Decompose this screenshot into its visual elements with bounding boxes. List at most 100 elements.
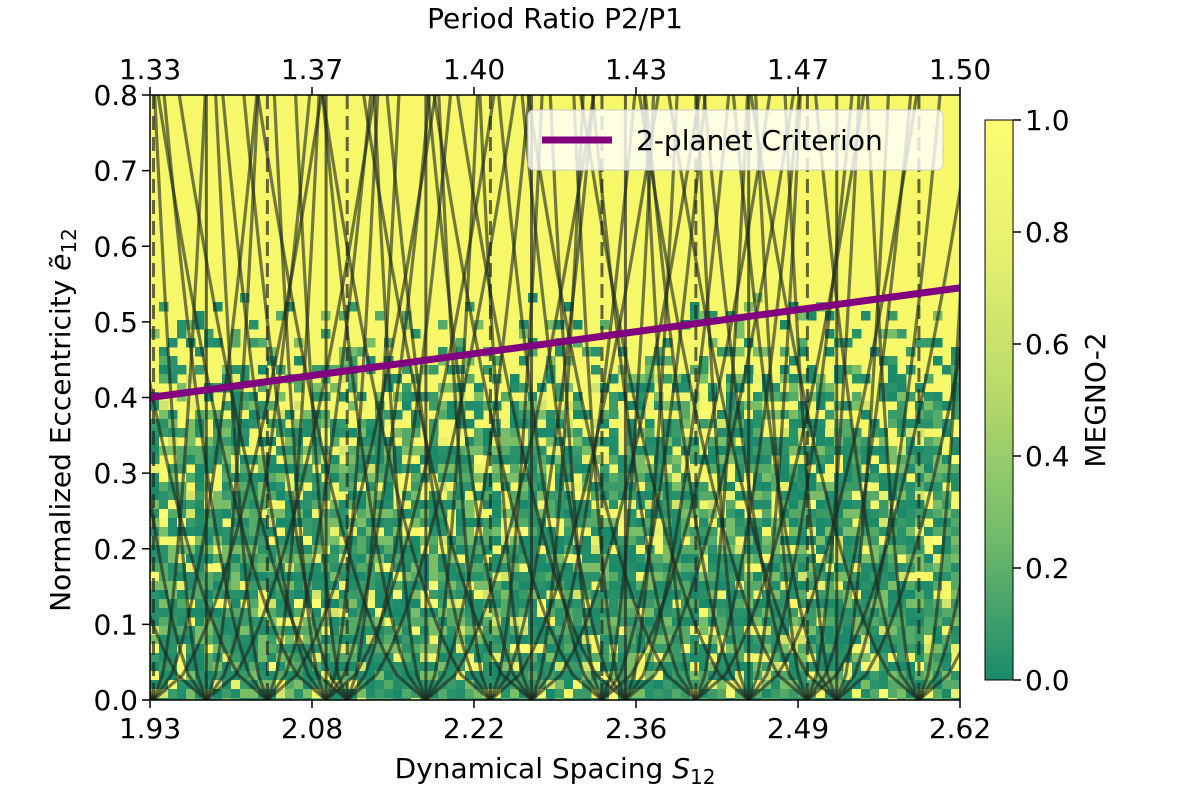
- heatmap-cell: [942, 437, 952, 447]
- heatmap-cell: [204, 572, 214, 582]
- heatmap-cell: [771, 410, 781, 420]
- heatmap-cell: [366, 671, 376, 681]
- heatmap-cell: [510, 599, 520, 609]
- heatmap-cell: [465, 446, 475, 456]
- heatmap-cell: [609, 374, 619, 384]
- resonance-width-curve: [806, 181, 960, 700]
- heatmap-cell: [474, 491, 484, 501]
- heatmap-cell: [249, 608, 259, 618]
- heatmap-cell: [204, 338, 214, 348]
- heatmap-cell: [150, 653, 160, 663]
- heatmap-cell: [213, 671, 223, 681]
- heatmap-cell: [879, 653, 889, 663]
- heatmap-cell: [249, 698, 259, 700]
- top-tick-label: 1.40: [443, 53, 505, 86]
- heatmap-cell: [294, 356, 304, 366]
- heatmap-cell: [546, 455, 556, 465]
- heatmap-cell: [483, 581, 493, 591]
- heatmap-cell: [303, 527, 313, 537]
- heatmap-cell: [186, 509, 196, 519]
- heatmap-cell: [708, 311, 718, 321]
- heatmap-cell: [780, 617, 790, 627]
- heatmap-cell: [447, 464, 457, 474]
- heatmap-cell: [591, 599, 601, 609]
- heatmap-cell: [294, 689, 304, 699]
- heatmap-cell: [402, 491, 412, 501]
- heatmap-cell: [168, 455, 178, 465]
- heatmap-cell: [159, 500, 169, 510]
- heatmap-cell: [717, 482, 727, 492]
- heatmap-cell: [816, 572, 826, 582]
- heatmap-cell: [177, 680, 187, 690]
- heatmap-cell: [303, 662, 313, 672]
- heatmap-cell: [456, 365, 466, 375]
- heatmap-cell: [726, 689, 736, 699]
- heatmap-cell: [798, 563, 808, 573]
- heatmap-cell: [510, 383, 520, 393]
- heatmap-cell: [519, 635, 529, 645]
- heatmap-cell: [879, 464, 889, 474]
- heatmap-cell: [564, 527, 574, 537]
- heatmap-cell: [303, 473, 313, 483]
- heatmap-cell: [951, 437, 960, 447]
- heatmap-cell: [618, 635, 628, 645]
- resonance-width-curve: [637, 95, 809, 700]
- heatmap-cell: [654, 671, 664, 681]
- heatmap-cell: [600, 626, 610, 636]
- heatmap-cell: [402, 635, 412, 645]
- heatmap-cell: [222, 635, 232, 645]
- heatmap-cell: [303, 572, 313, 582]
- heatmap-cell: [411, 689, 421, 699]
- heatmap-cell: [546, 428, 556, 438]
- legend-label: 2-planet Criterion: [636, 124, 883, 157]
- heatmap-cell: [645, 356, 655, 366]
- heatmap-cell: [771, 383, 781, 393]
- heatmap-cell: [861, 455, 871, 465]
- heatmap-cell: [267, 662, 277, 672]
- heatmap-cell: [375, 473, 385, 483]
- heatmap-cell: [618, 482, 628, 492]
- heatmap-cell: [186, 590, 196, 600]
- heatmap-cell: [258, 581, 268, 591]
- heatmap-cell: [915, 464, 925, 474]
- heatmap-cell: [717, 464, 727, 474]
- heatmap-cell: [186, 698, 196, 700]
- heatmap-cell: [609, 518, 619, 528]
- heatmap-cell: [519, 518, 529, 528]
- heatmap-cell: [834, 365, 844, 375]
- heatmap-cell: [663, 599, 673, 609]
- heatmap-cell: [348, 635, 358, 645]
- heatmap-cell: [492, 698, 502, 700]
- heatmap-cell: [924, 374, 934, 384]
- heatmap-cell: [357, 455, 367, 465]
- heatmap-cell: [483, 473, 493, 483]
- heatmap-cell: [339, 473, 349, 483]
- heatmap-cell: [843, 599, 853, 609]
- heatmap-cell: [429, 698, 439, 700]
- heatmap-cell: [276, 518, 286, 528]
- heatmap-cell: [312, 500, 322, 510]
- heatmap-cell: [861, 554, 871, 564]
- heatmap-cell: [402, 392, 412, 402]
- heatmap-cell: [942, 680, 952, 690]
- heatmap-cell: [771, 581, 781, 591]
- heatmap-cell: [933, 536, 943, 546]
- heatmap-cell: [501, 392, 511, 402]
- heatmap-cell: [231, 608, 241, 618]
- heatmap-cell: [303, 491, 313, 501]
- heatmap-cell: [582, 608, 592, 618]
- heatmap-cell: [303, 437, 313, 447]
- heatmap-cell: [942, 563, 952, 573]
- heatmap-cell: [447, 617, 457, 627]
- heatmap-cell: [663, 401, 673, 411]
- heatmap-cell: [609, 482, 619, 492]
- heatmap-cell: [933, 689, 943, 699]
- heatmap-cell: [195, 671, 205, 681]
- heatmap-cell: [699, 482, 709, 492]
- heatmap-cell: [897, 527, 907, 537]
- x-tick-label: 2.22: [443, 712, 505, 745]
- heatmap-cell: [429, 680, 439, 690]
- heatmap-cell: [717, 608, 727, 618]
- heatmap-cell: [438, 446, 448, 456]
- heatmap-cell: [852, 509, 862, 519]
